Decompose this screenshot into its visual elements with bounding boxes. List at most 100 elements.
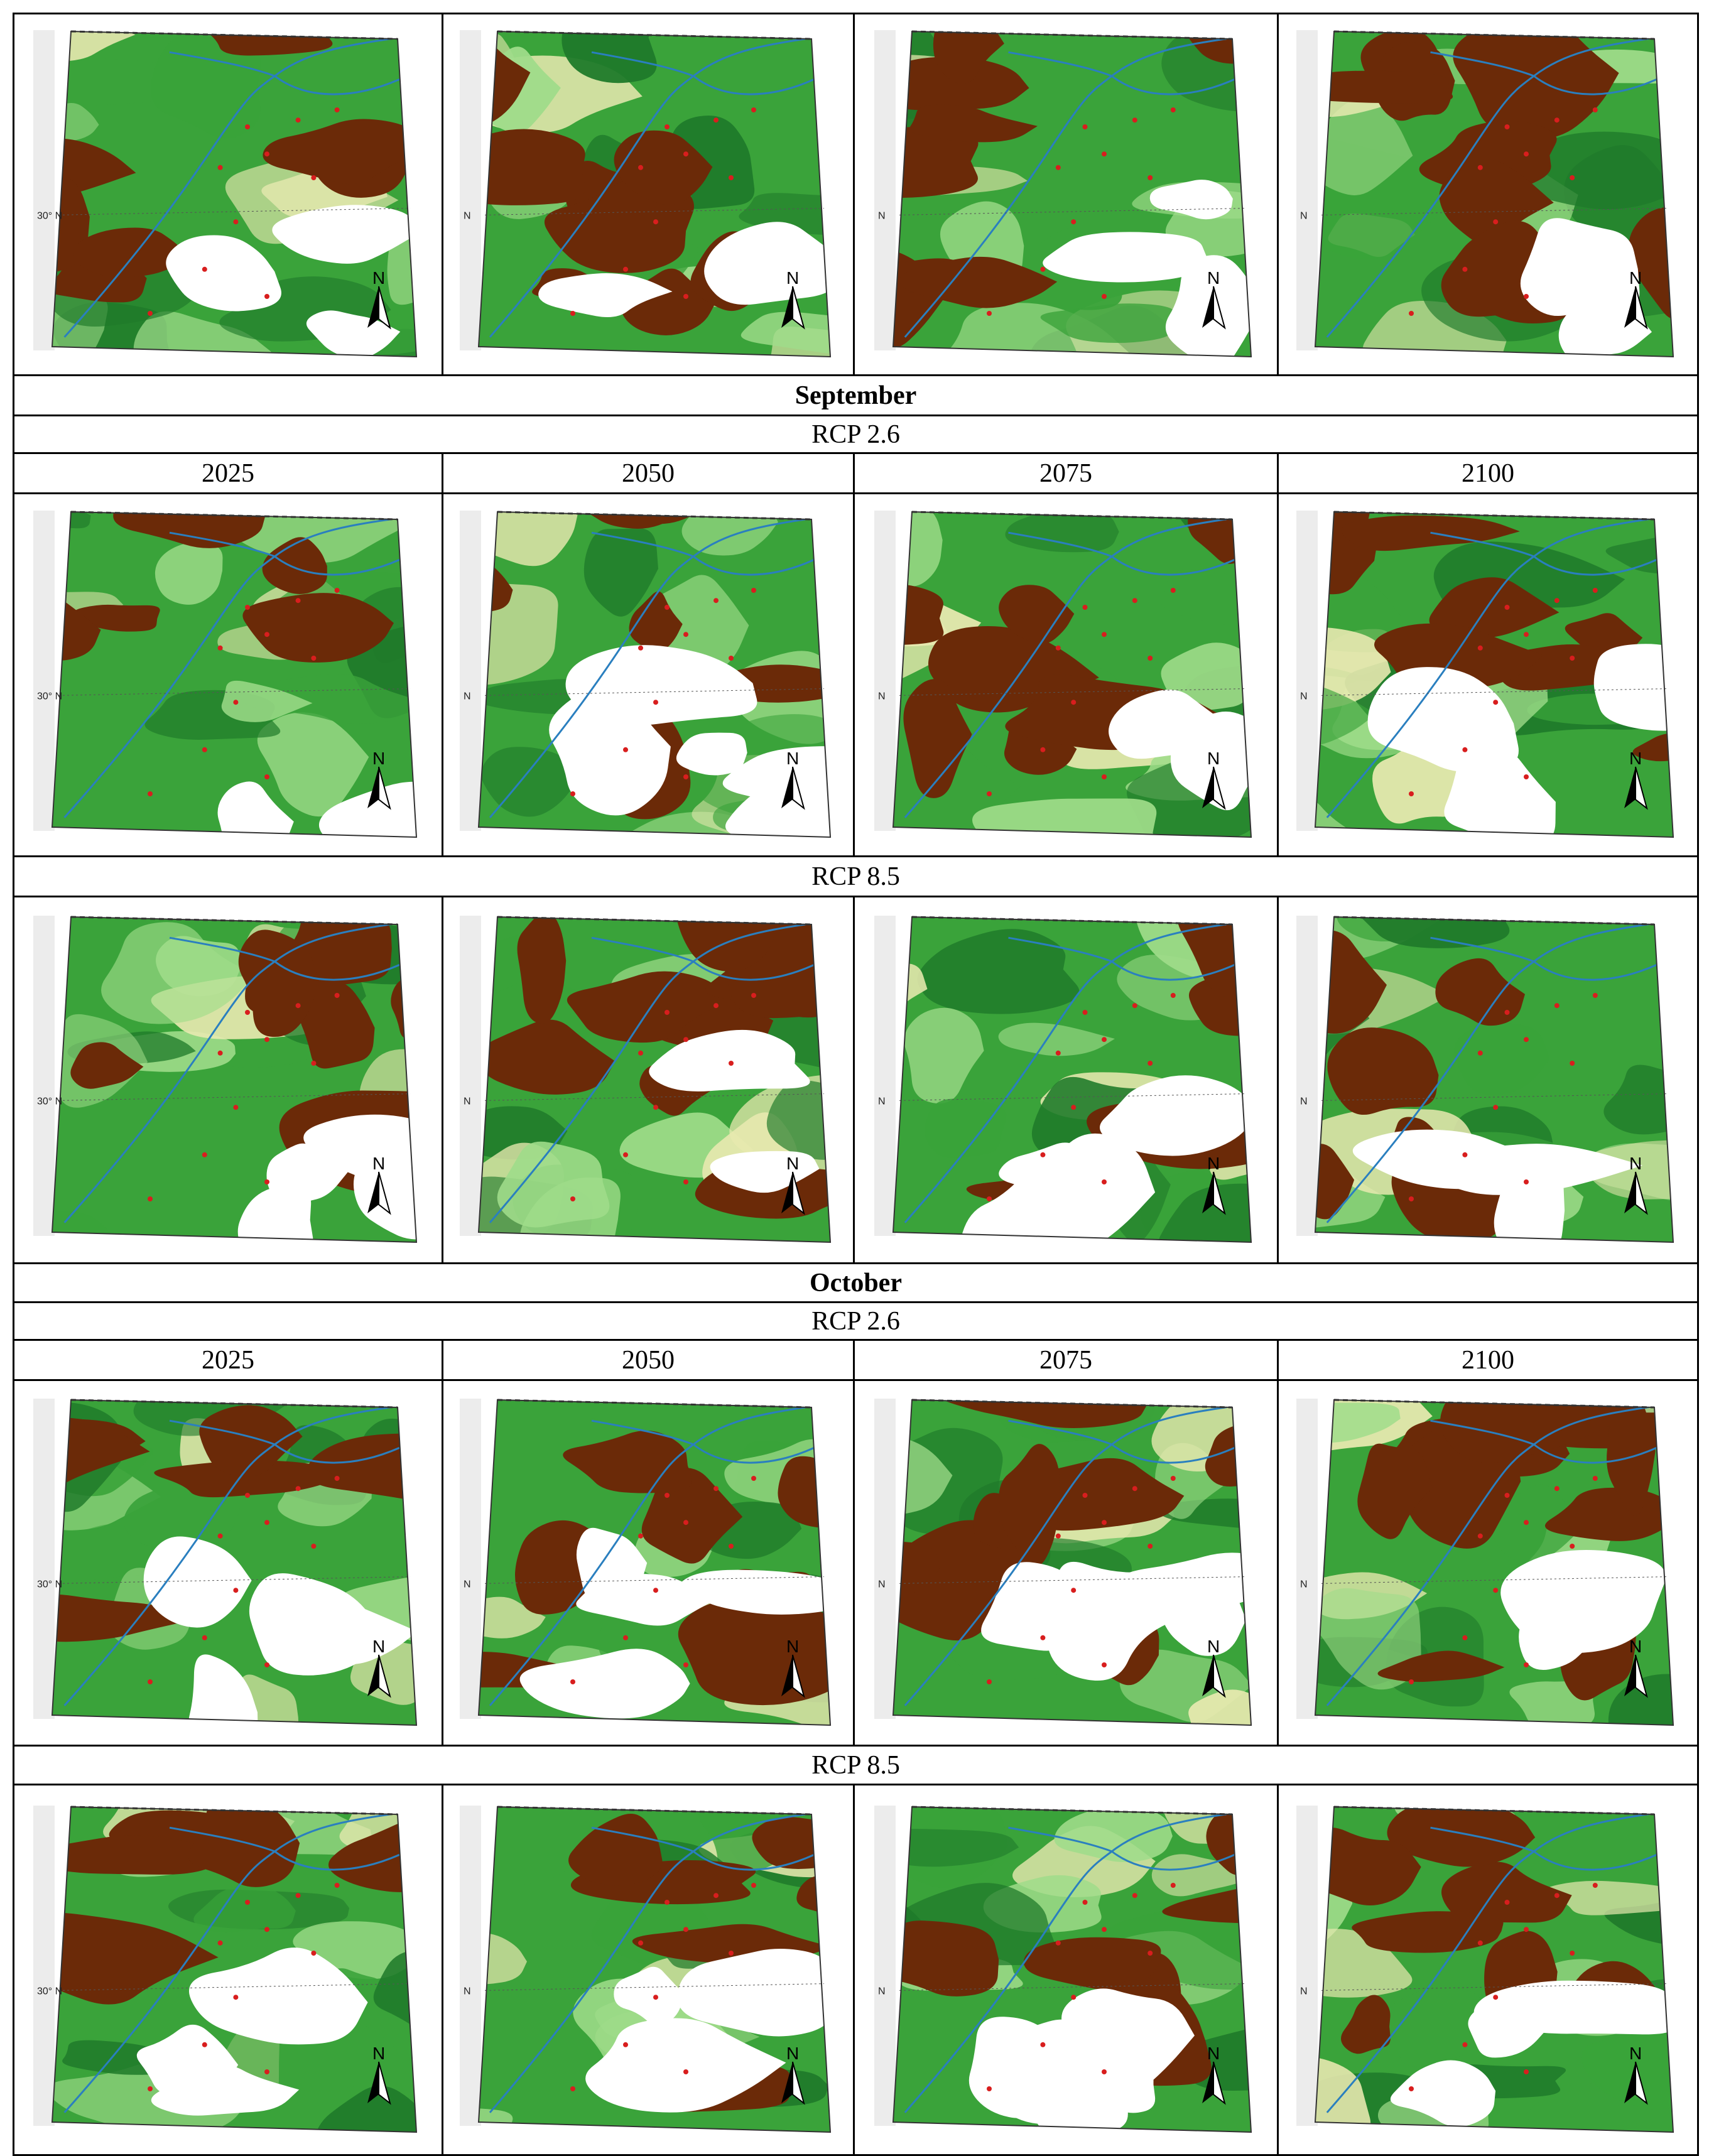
svg-text:N: N <box>1207 2044 1220 2063</box>
north-arrow-icon: N <box>1624 749 1648 810</box>
year-header: 2025 <box>13 452 443 494</box>
map-panel: NN <box>874 915 1252 1243</box>
svg-text:N: N <box>1629 749 1642 768</box>
year-header-row: 2025 2050 2075 2100 <box>13 452 1699 494</box>
map-panel: 30° N N <box>33 1398 418 1726</box>
map-panel: NN <box>874 1805 1252 2133</box>
month-header: October <box>13 1262 1699 1303</box>
year-header: 2075 <box>853 452 1279 494</box>
year-header: 2025 <box>13 1339 443 1381</box>
scenario-header: RCP 2.6 <box>13 1301 1699 1341</box>
latitude-label: 30° N <box>37 691 62 702</box>
latitude-label: N <box>878 1096 886 1107</box>
north-arrow-icon: N <box>1202 2044 1226 2105</box>
scenario-header: RCP 2.6 <box>13 414 1699 454</box>
map-panel: NN <box>460 1398 832 1726</box>
map-panel: NN <box>460 915 832 1243</box>
map-panel: NN <box>1296 30 1674 357</box>
north-arrow-icon: N <box>1624 1637 1648 1698</box>
svg-text:N: N <box>1207 1154 1220 1173</box>
latitude-label: 30° N <box>37 210 62 221</box>
north-arrow-icon: N <box>367 1154 391 1215</box>
year-header: 2050 <box>442 1339 855 1381</box>
month-header: September <box>13 374 1699 416</box>
north-arrow-icon: N <box>781 749 805 810</box>
north-arrow-icon: N <box>781 2044 805 2105</box>
map-cell: 30° N N <box>13 896 443 1264</box>
map-panel: NN <box>460 30 832 357</box>
north-arrow-icon: N <box>367 2044 391 2105</box>
scenario-header: RCP 8.5 <box>13 855 1699 897</box>
year-header: 2100 <box>1277 452 1699 494</box>
latitude-label: N <box>878 1579 886 1590</box>
latitude-label: N <box>1300 1579 1308 1590</box>
north-arrow-icon: N <box>1202 268 1226 330</box>
latitude-label: N <box>464 210 471 221</box>
latitude-label: N <box>1300 1986 1308 1996</box>
latitude-label: 30° N <box>37 1096 62 1107</box>
north-arrow-icon: N <box>1202 1637 1226 1698</box>
map-panel: NN <box>460 1805 832 2133</box>
latitude-label: N <box>878 691 886 702</box>
svg-text:N: N <box>786 1637 799 1656</box>
svg-text:N: N <box>1207 749 1220 768</box>
map-cell: 30° N N <box>13 1379 443 1747</box>
latitude-label: N <box>878 210 886 221</box>
year-header: 2100 <box>1277 1339 1699 1381</box>
map-panel: NN <box>1296 915 1674 1243</box>
latitude-label: N <box>464 1096 471 1107</box>
svg-text:N: N <box>1629 1637 1642 1656</box>
north-arrow-icon: N <box>1624 1154 1648 1215</box>
svg-text:N: N <box>372 749 385 768</box>
north-arrow-icon: N <box>1624 2044 1648 2105</box>
latitude-label: N <box>878 1986 886 1996</box>
map-panel: 30° N N <box>33 30 418 357</box>
north-arrow-icon: N <box>781 268 805 330</box>
north-arrow-icon: N <box>1202 1154 1226 1215</box>
map-panel: NN <box>874 510 1252 838</box>
north-arrow-icon: N <box>367 268 391 330</box>
svg-text:N: N <box>372 268 385 288</box>
svg-text:N: N <box>372 1637 385 1656</box>
latitude-label: N <box>464 1579 471 1590</box>
north-arrow-icon: N <box>1202 749 1226 810</box>
svg-text:N: N <box>372 2044 385 2063</box>
north-arrow-icon: N <box>367 1637 391 1698</box>
north-arrow-icon: N <box>781 1154 805 1215</box>
latitude-label: N <box>464 1986 471 1996</box>
latitude-label: 30° N <box>37 1579 62 1590</box>
map-panel: NN <box>1296 510 1674 838</box>
map-cell: 30° N N <box>13 492 443 857</box>
north-arrow-icon: N <box>1624 268 1648 330</box>
svg-text:N: N <box>786 2044 799 2063</box>
year-header: 2050 <box>442 452 855 494</box>
map-panel: NN <box>460 510 832 838</box>
scenario-header: RCP 8.5 <box>13 1745 1699 1785</box>
latitude-label: N <box>464 691 471 702</box>
year-header-row: 2025 2050 2075 2100 <box>13 1339 1699 1381</box>
svg-text:N: N <box>786 1154 799 1173</box>
svg-text:N: N <box>372 1154 385 1173</box>
map-panel: NN <box>1296 1805 1674 2133</box>
map-panel: 30° N N <box>33 915 418 1243</box>
svg-text:N: N <box>1629 1154 1642 1173</box>
map-cell: 30° N N <box>13 1784 443 2156</box>
